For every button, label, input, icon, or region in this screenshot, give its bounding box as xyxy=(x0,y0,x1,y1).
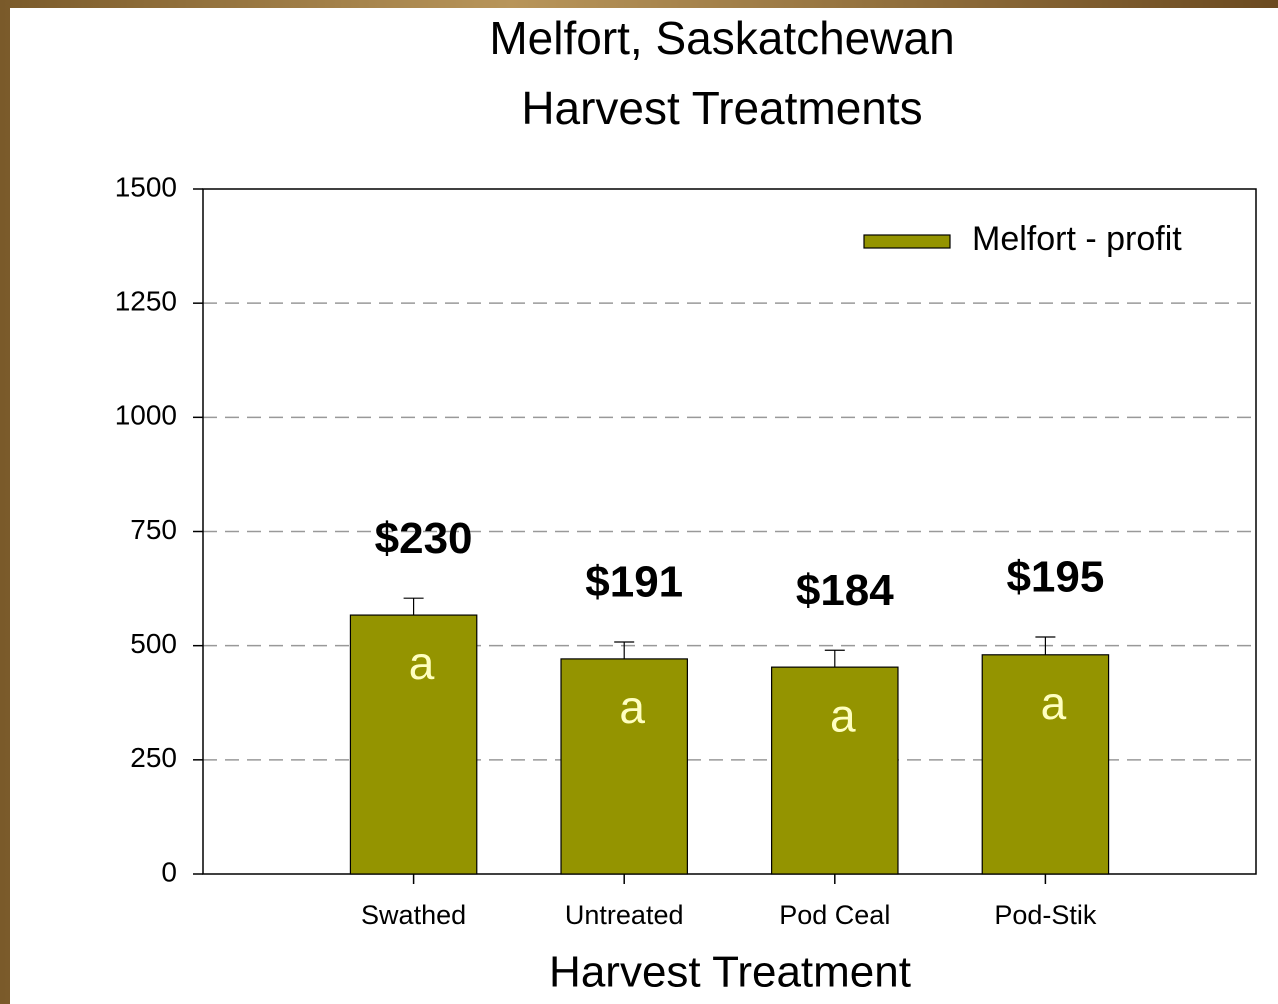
y-tick-label: 500 xyxy=(130,628,177,659)
x-axis-label: Harvest Treatment xyxy=(549,948,911,997)
chart-title: Melfort, Saskatchewan xyxy=(489,12,954,64)
y-tick-label: 1000 xyxy=(115,400,177,431)
y-tick-label: 0 xyxy=(161,856,177,887)
significance-letter: a xyxy=(830,689,856,741)
bar xyxy=(771,666,899,875)
significance-letter: a xyxy=(1041,677,1067,729)
plot-frame xyxy=(202,188,1257,875)
y-tick-label: 1250 xyxy=(115,286,177,317)
chart-subtitle: Harvest Treatments xyxy=(521,82,922,134)
bar xyxy=(349,614,478,875)
significance-letter: a xyxy=(619,681,645,733)
y-tick-label: 750 xyxy=(130,514,177,545)
bar xyxy=(560,658,688,875)
y-tick-label: 1500 xyxy=(115,171,177,202)
x-tick-label: Swathed xyxy=(361,900,466,930)
x-tick-label: Untreated xyxy=(565,900,684,930)
legend-label: Melfort - profit xyxy=(972,220,1182,258)
bar-annotation: $184 xyxy=(796,566,894,615)
y-tick-label: 250 xyxy=(130,742,177,773)
x-tick-label: Pod-Stik xyxy=(994,900,1097,930)
bar-annotation: $230 xyxy=(375,514,473,563)
legend-swatch xyxy=(863,234,951,249)
bar xyxy=(981,654,1110,875)
significance-letter: a xyxy=(409,637,435,689)
bar-annotation: $191 xyxy=(585,558,683,607)
bar-annotation: $195 xyxy=(1006,553,1104,602)
x-tick-label: Pod Ceal xyxy=(779,900,890,930)
